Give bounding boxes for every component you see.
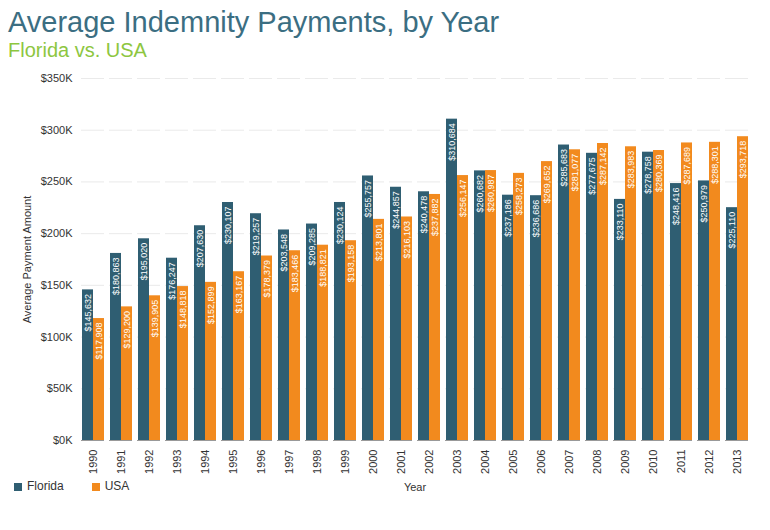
svg-text:$148,818: $148,818 — [178, 291, 188, 329]
svg-text:2001: 2001 — [395, 450, 407, 474]
svg-text:$195,020: $195,020 — [139, 243, 149, 281]
svg-text:$236,686: $236,686 — [531, 200, 541, 238]
svg-text:$250K: $250K — [41, 175, 73, 187]
svg-text:$152,899: $152,899 — [206, 286, 216, 324]
svg-text:$139,905: $139,905 — [150, 300, 160, 338]
svg-text:$310,684: $310,684 — [447, 123, 457, 161]
svg-text:$288,301: $288,301 — [710, 146, 720, 184]
svg-text:$237,186: $237,186 — [503, 199, 513, 237]
svg-text:$258,273: $258,273 — [514, 177, 524, 215]
html-text:Florida vs. USA: Florida vs. USA — [8, 39, 147, 61]
svg-text:$277,675: $277,675 — [587, 157, 597, 195]
svg-text:$213,801: $213,801 — [374, 223, 384, 261]
svg-text:$269,652: $269,652 — [542, 166, 552, 204]
svg-text:$100K: $100K — [41, 331, 73, 343]
svg-text:2005: 2005 — [507, 450, 519, 474]
svg-text:$207,630: $207,630 — [195, 230, 205, 268]
svg-text:$117,908: $117,908 — [94, 323, 104, 360]
svg-text:$180,863: $180,863 — [111, 257, 121, 295]
svg-text:1994: 1994 — [199, 450, 211, 474]
svg-text:$219,257: $219,257 — [251, 218, 261, 256]
svg-text:2009: 2009 — [619, 450, 631, 474]
svg-text:Average Payment Amount: Average Payment Amount — [21, 196, 33, 324]
svg-text:2008: 2008 — [591, 450, 603, 474]
svg-text:Year: Year — [404, 481, 427, 493]
svg-text:$230,107: $230,107 — [223, 207, 233, 245]
svg-text:2012: 2012 — [703, 450, 715, 474]
svg-text:2004: 2004 — [479, 450, 491, 474]
svg-text:1998: 1998 — [311, 450, 323, 474]
svg-text:1997: 1997 — [283, 450, 295, 474]
svg-text:$193,158: $193,158 — [346, 245, 356, 283]
html-text:Florida: Florida — [27, 479, 64, 493]
svg-text:$256,147: $256,147 — [458, 180, 468, 218]
svg-text:$209,285: $209,285 — [307, 228, 317, 266]
svg-text:1996: 1996 — [255, 450, 267, 474]
svg-text:2010: 2010 — [647, 450, 659, 474]
svg-text:2003: 2003 — [451, 450, 463, 474]
svg-text:$216,103: $216,103 — [402, 221, 412, 259]
svg-text:1990: 1990 — [87, 450, 99, 474]
svg-text:2006: 2006 — [535, 450, 547, 474]
svg-text:$244,857: $244,857 — [391, 191, 401, 229]
svg-text:$278,758: $278,758 — [643, 156, 653, 194]
svg-text:$0K: $0K — [53, 434, 73, 446]
svg-text:$230,124: $230,124 — [335, 206, 345, 244]
svg-text:$203,548: $203,548 — [279, 234, 289, 272]
svg-text:$50K: $50K — [47, 382, 73, 394]
svg-text:2007: 2007 — [563, 450, 575, 474]
svg-text:$129,200: $129,200 — [122, 311, 132, 349]
svg-text:$260,682: $260,682 — [475, 175, 485, 213]
svg-text:$176,247: $176,247 — [167, 262, 177, 300]
svg-text:$200K: $200K — [41, 227, 73, 239]
html-text:Average Indemnity Payments, by: Average Indemnity Payments, by Year — [8, 6, 500, 38]
svg-text:$350K: $350K — [41, 72, 73, 84]
svg-text:$225,110: $225,110 — [727, 212, 737, 249]
svg-text:1999: 1999 — [339, 450, 351, 474]
svg-text:2002: 2002 — [423, 450, 435, 474]
svg-text:$280,369: $280,369 — [654, 155, 664, 193]
svg-text:$287,689: $287,689 — [682, 147, 692, 185]
svg-text:$188,821: $188,821 — [318, 249, 328, 287]
svg-text:$255,757: $255,757 — [363, 180, 373, 218]
svg-text:$300K: $300K — [41, 124, 73, 136]
svg-text:$240,478: $240,478 — [419, 196, 429, 234]
svg-text:$163,167: $163,167 — [234, 276, 244, 314]
svg-text:2000: 2000 — [367, 450, 379, 474]
svg-text:$237,882: $237,882 — [430, 198, 440, 236]
svg-text:$281,077: $281,077 — [570, 154, 580, 192]
svg-text:1995: 1995 — [227, 450, 239, 474]
svg-text:$248,416: $248,416 — [671, 188, 681, 226]
svg-text:$285,683: $285,683 — [559, 149, 569, 187]
svg-text:$293,718: $293,718 — [738, 141, 748, 179]
svg-text:$233,110: $233,110 — [615, 203, 625, 240]
html-text:USA: USA — [104, 479, 130, 493]
svg-text:1991: 1991 — [115, 450, 127, 474]
svg-text:2013: 2013 — [731, 450, 743, 474]
svg-text:$150K: $150K — [41, 279, 73, 291]
svg-text:$183,466: $183,466 — [290, 255, 300, 293]
svg-text:$283,983: $283,983 — [626, 151, 636, 189]
svg-text:$145,632: $145,632 — [83, 294, 93, 332]
svg-text:$260,987: $260,987 — [486, 175, 496, 213]
svg-text:$250,979: $250,979 — [699, 185, 709, 223]
svg-text:$287,142: $287,142 — [598, 148, 608, 186]
svg-text:1993: 1993 — [171, 450, 183, 474]
svg-text:2011: 2011 — [675, 450, 687, 474]
svg-text:1992: 1992 — [143, 450, 155, 474]
svg-text:$178,379: $178,379 — [262, 260, 272, 298]
